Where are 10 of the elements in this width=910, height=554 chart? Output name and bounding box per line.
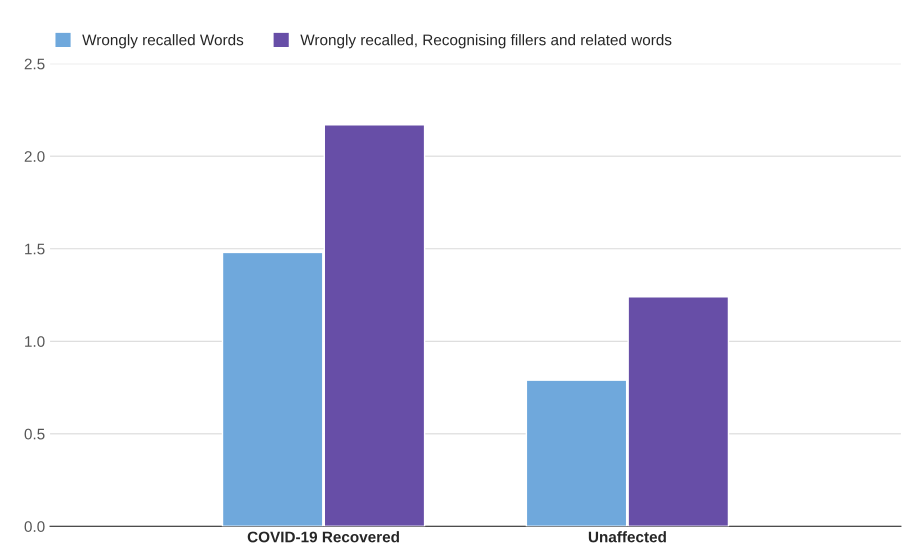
y-tick-label: 2.5 (24, 58, 45, 70)
y-tick-label: 1.5 (25, 244, 45, 254)
y-tick-label: 2.0 (24, 151, 45, 162)
y-tick-label: 0.5 (24, 428, 45, 440)
x-tick-label: COVID-19 Recovered (248, 531, 399, 542)
legend-label: Wrongly recalled, Recognising fillers and related words (300, 34, 672, 48)
x-tick-label: Unaffected (588, 531, 666, 542)
y-tick-label: 1.0 (25, 336, 45, 347)
y-tick-label: 0.0 (24, 521, 45, 532)
legend-label: Wrongly recalled Words (82, 34, 244, 48)
